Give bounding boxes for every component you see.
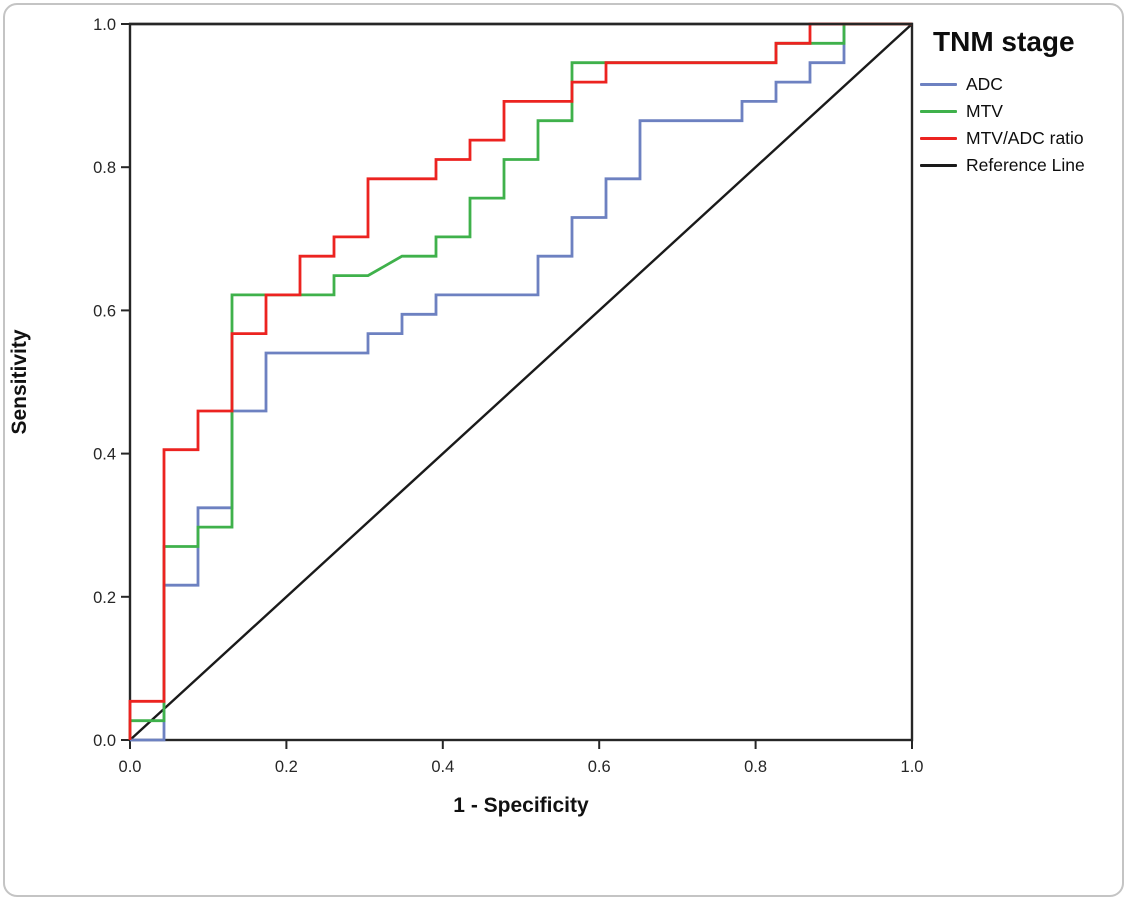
legend-label-mtv-adc-ratio: MTV/ADC ratio xyxy=(966,128,1084,148)
legend-label-mtv: MTV xyxy=(966,101,1003,121)
legend: TNM stage ADC MTV MTV/ADC ratio Referenc… xyxy=(920,26,1125,179)
legend-item-reference-line: Reference Line xyxy=(920,152,1125,179)
y-tick-label: 0.6 xyxy=(93,302,116,320)
legend-line-swatch-adc xyxy=(920,82,957,87)
y-tick-label: 0.2 xyxy=(93,589,116,607)
x-tick-label: 0.4 xyxy=(431,758,454,776)
roc-curve-mtv-adc-ratio xyxy=(128,22,912,740)
legend-line-swatch-reference xyxy=(920,163,957,168)
roc-curve-reference-line xyxy=(129,23,913,741)
legend-label-reference: Reference Line xyxy=(966,155,1085,175)
y-tick-label: 0.4 xyxy=(93,446,116,464)
x-tick-label: 1.0 xyxy=(901,758,924,776)
x-tick-label: 0.2 xyxy=(275,758,298,776)
y-tick-label: 0.0 xyxy=(93,732,116,750)
y-tick-label: 1.0 xyxy=(93,16,116,34)
legend-item-mtv-adc-ratio: MTV/ADC ratio xyxy=(920,125,1125,152)
y-axis-title: Sensitivity xyxy=(8,329,31,435)
legend-line-swatch-mtv xyxy=(920,109,957,114)
legend-item-adc: ADC xyxy=(920,71,1125,98)
x-tick-label: 0.0 xyxy=(119,758,142,776)
x-tick-label: 0.6 xyxy=(588,758,611,776)
legend-title: TNM stage xyxy=(933,26,1075,57)
x-axis-title: 1 - Specificity xyxy=(453,794,589,817)
legend-line-swatch-mtv-adc-ratio xyxy=(920,136,957,141)
legend-item-mtv: MTV xyxy=(920,98,1125,125)
legend-label-adc: ADC xyxy=(966,74,1003,94)
x-tick-label: 0.8 xyxy=(744,758,767,776)
y-tick-label: 0.8 xyxy=(93,159,116,177)
